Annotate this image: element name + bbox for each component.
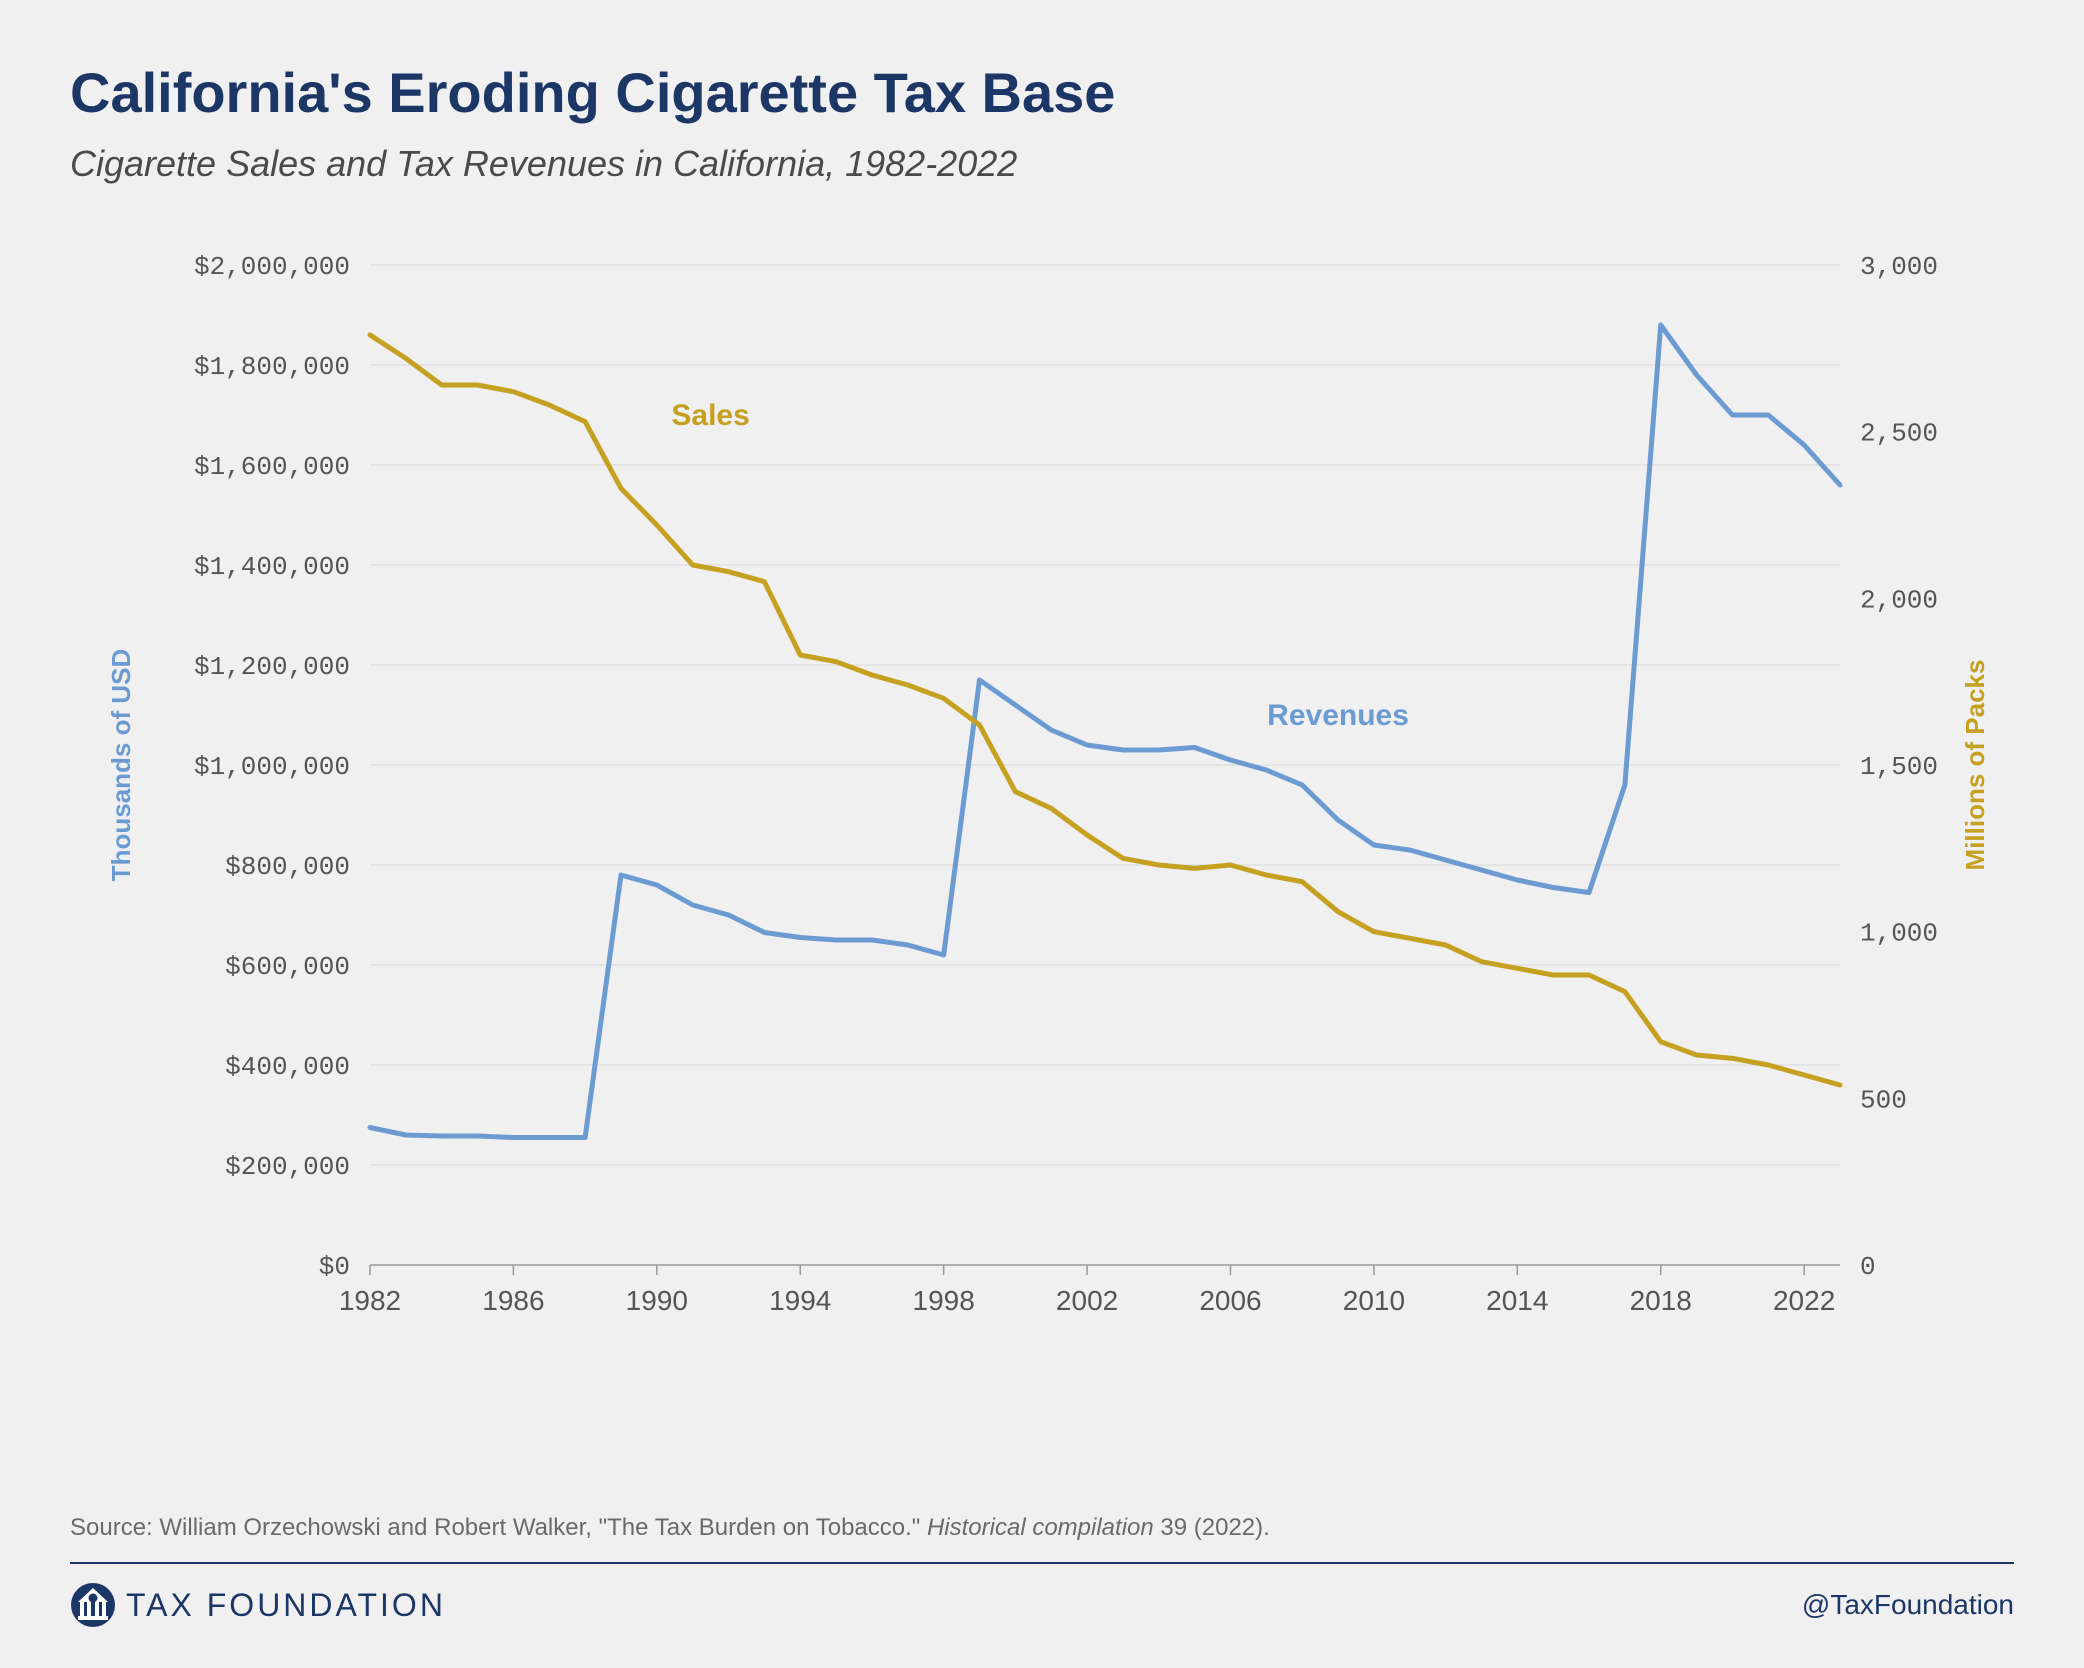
- svg-text:2002: 2002: [1056, 1285, 1118, 1316]
- svg-text:1986: 1986: [482, 1285, 544, 1316]
- svg-text:$800,000: $800,000: [225, 852, 350, 882]
- svg-text:500: 500: [1860, 1085, 1907, 1115]
- svg-text:2010: 2010: [1343, 1285, 1405, 1316]
- source-note: Source: William Orzechowski and Robert W…: [70, 1514, 2014, 1564]
- svg-text:$1,600,000: $1,600,000: [194, 452, 350, 482]
- svg-text:3,000: 3,000: [1860, 252, 1938, 282]
- svg-text:1998: 1998: [913, 1285, 975, 1316]
- chart-title: California's Eroding Cigarette Tax Base: [70, 60, 2014, 125]
- svg-text:2,500: 2,500: [1860, 419, 1938, 449]
- svg-text:1982: 1982: [339, 1285, 401, 1316]
- svg-text:Revenues: Revenues: [1267, 699, 1409, 732]
- svg-text:2,000: 2,000: [1860, 585, 1938, 615]
- svg-text:$0: $0: [319, 1252, 350, 1282]
- svg-text:$1,400,000: $1,400,000: [194, 552, 350, 582]
- svg-text:$2,000,000: $2,000,000: [194, 252, 350, 282]
- svg-text:$1,000,000: $1,000,000: [194, 752, 350, 782]
- svg-text:1994: 1994: [769, 1285, 831, 1316]
- source-italic: Historical compilation: [927, 1514, 1154, 1541]
- svg-text:2006: 2006: [1199, 1285, 1261, 1316]
- svg-text:1,000: 1,000: [1860, 919, 1938, 949]
- source-prefix: Source: William Orzechowski and Robert W…: [70, 1514, 927, 1541]
- svg-text:2018: 2018: [1630, 1285, 1692, 1316]
- svg-text:$600,000: $600,000: [225, 952, 350, 982]
- footer: TAX FOUNDATION @TaxFoundation: [70, 1564, 2014, 1628]
- line-chart-svg: 1982 1986 1990 1994 1998 2002 2006 2010 2014 2018…: [70, 225, 2014, 1385]
- logo: TAX FOUNDATION: [70, 1582, 446, 1628]
- svg-text:Sales: Sales: [671, 399, 749, 432]
- svg-text:0: 0: [1860, 1252, 1876, 1282]
- svg-text:$1,800,000: $1,800,000: [194, 352, 350, 382]
- logo-text: TAX FOUNDATION: [126, 1587, 446, 1624]
- svg-text:1990: 1990: [626, 1285, 688, 1316]
- svg-text:$1,200,000: $1,200,000: [194, 652, 350, 682]
- svg-text:2014: 2014: [1486, 1285, 1548, 1316]
- svg-text:Millions of Packs: Millions of Packs: [1960, 660, 1990, 871]
- logo-icon: [70, 1582, 116, 1628]
- svg-text:$400,000: $400,000: [225, 1052, 350, 1082]
- svg-text:$200,000: $200,000: [225, 1152, 350, 1182]
- svg-text:Thousands of USD: Thousands of USD: [106, 649, 136, 882]
- chart-subtitle: Cigarette Sales and Tax Revenues in Cali…: [70, 143, 2014, 185]
- twitter-handle: @TaxFoundation: [1802, 1589, 2014, 1621]
- source-suffix: 39 (2022).: [1154, 1514, 1270, 1541]
- svg-text:2022: 2022: [1773, 1285, 1835, 1316]
- svg-text:1,500: 1,500: [1860, 752, 1938, 782]
- chart-area: 1982 1986 1990 1994 1998 2002 2006 2010 2014 2018…: [70, 225, 2014, 1484]
